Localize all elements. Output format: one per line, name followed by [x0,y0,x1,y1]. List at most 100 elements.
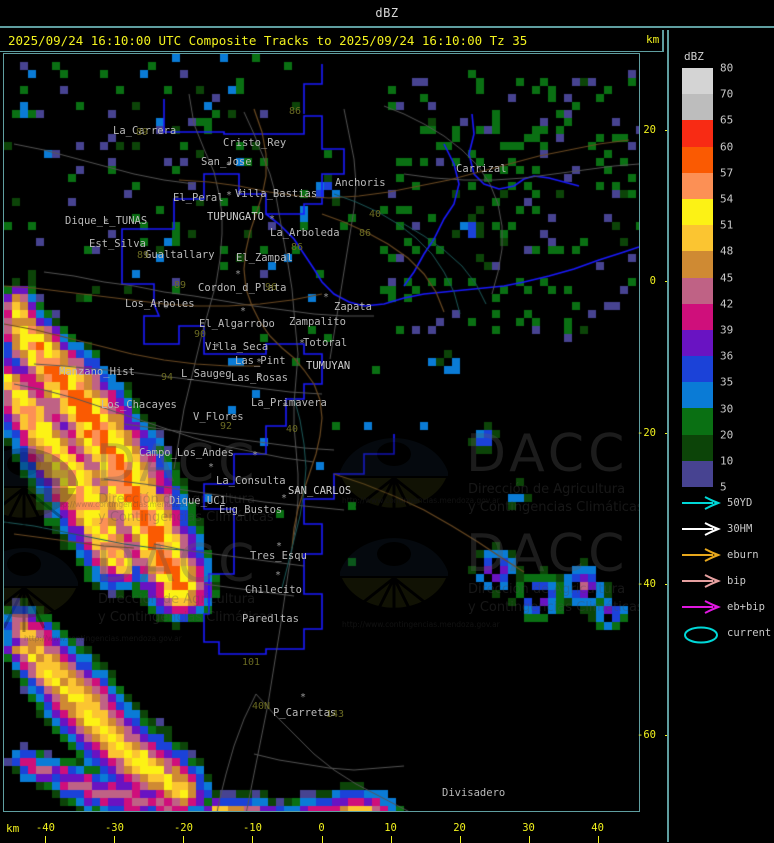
map-place-label: Las_Rosas [231,372,288,384]
x-axis-tick--20: -20 [173,822,193,834]
colorbar-band-48 [682,251,713,278]
track-legend-label: eburn [727,549,759,561]
map-place-label: Zapata [334,301,372,313]
map-place-label: El_Zampal [236,252,293,264]
track-arrow-icon [682,548,721,562]
map-place-label: Tres_Esqu [250,550,307,562]
map-station-marker-icon: * [256,357,263,368]
track-arrow-icon [682,522,721,536]
colorbar-label-35: 35 [720,375,734,389]
map-station-marker-icon: * [240,306,247,317]
x-axis-tickmark [390,836,392,843]
colorbar-label-5: 5 [720,480,727,494]
track-legend-item-eb-bip[interactable]: eb+bip [675,596,774,622]
map-station-marker-icon: * [208,462,215,473]
colorbar-band-36 [682,356,713,383]
road-number-label: 89 [174,280,187,291]
map-station-marker-icon: * [299,338,306,349]
map-station-marker-icon: * [281,493,288,504]
colorbar-label-60: 60 [720,140,734,154]
colorbar-band-80 [682,68,713,95]
colorbar-title: dBZ [684,50,704,63]
map-place-label: Cristo_Rey [223,137,287,149]
map-place-label: San_Jose [201,156,252,168]
road-number-label: 92 [220,421,233,432]
colorbar-label-48: 48 [720,244,734,258]
x-axis-tick-0: 0 [318,822,325,834]
map-place-label: Los_Chacayes [101,399,177,411]
x-axis-tickmark [597,836,599,843]
map-place-label: La_Primavera [251,397,327,409]
colorbar-label-65: 65 [720,113,734,127]
map-place-label: El_Peral [173,192,224,204]
colorbar-label-20: 20 [720,428,734,442]
map-station-marker-icon: * [103,217,110,228]
colorbar-label-51: 51 [720,218,734,232]
colorbar-label-42: 42 [720,297,734,311]
track-legend-item-50yd[interactable]: 50YD [675,492,774,518]
track-legend-label: bip [727,575,746,587]
window-title-bar: dBZ [0,0,774,28]
track-legend: 50YD 30HM eburn bip eb+bip current [675,492,774,648]
x-axis-tick--30: -30 [104,822,124,834]
map-place-label: Dique_L_TUNAS [65,215,148,227]
map-place-label: Villa_Seca [205,341,269,353]
track-arrow-icon [682,496,721,510]
colorbar-label-54: 54 [720,192,734,206]
colorbar-band-42 [682,303,713,330]
map-place-label: TUMUYAN [306,360,351,372]
map-station-marker-icon: * [163,303,170,314]
map-station-marker-icon: * [237,189,244,200]
map-station-marker-icon: * [275,570,282,581]
colorbar-band-54 [682,198,713,226]
map-place-label: Carrizal [456,163,507,175]
road-number-label: 89 [137,250,150,261]
map-place-label: Chilecito [245,584,302,596]
track-legend-label: current [727,627,772,639]
x-axis-tick--10: -10 [242,822,262,834]
track-arrow-icon [682,574,721,588]
colorbar-band-70 [682,94,713,121]
radar-timestamp-label: 2025/09/24 16:10:00 UTC Composite Tracks… [8,33,528,48]
road-number-label: 40 [286,424,299,435]
colorbar-label-36: 36 [720,349,734,363]
track-legend-item-current[interactable]: current [675,622,774,648]
map-place-label: Dique_UC1 [169,495,226,507]
x-axis: -40 -30 -20 -10 0 10 20 30 40 [0,814,664,843]
map-place-label: Zampalito [289,316,346,328]
road-number-label: 40N [252,701,271,712]
road-number-label: 40 [369,209,382,220]
road-number-label: 143 [326,709,345,720]
track-legend-item-bip[interactable]: bip [675,570,774,596]
track-legend-label: 50YD [727,497,753,509]
y-axis-tick--20: -20 [637,426,656,439]
x-axis-tickmark [459,836,461,843]
reflectivity-colorbar[interactable] [682,68,713,487]
y-axis-unit-label: km [646,33,660,46]
colorbar-band-45 [682,277,713,304]
map-place-label: P_Carretas [273,707,337,719]
map-station-marker-icon: * [300,692,307,703]
map-place-label: SAN_CARLOS [288,485,352,497]
map-place-label: Est_Silva [89,238,146,250]
map-place-label: Las_Pint [235,355,286,367]
track-legend-item-30hm[interactable]: 30HM [675,518,774,544]
track-legend-label: 30HM [727,523,753,535]
colorbar-band-30 [682,408,713,435]
map-place-label: La_Consulta [216,475,286,487]
track-arrow-icon [682,600,721,614]
map-place-label: Cordon_d_Plata [198,282,287,294]
track-legend-item-eburn[interactable]: eburn [675,544,774,570]
colorbar-band-60 [682,146,713,173]
colorbar-band-51 [682,225,713,252]
map-place-label: La_Carrera [113,125,177,137]
map-place-label: TUPUNGATO [207,211,264,223]
map-station-marker-icon: * [235,269,242,280]
colorbar-label-30: 30 [720,402,734,416]
x-axis-tick-10: 10 [384,822,397,834]
radar-plot-area[interactable]: DACC Dirección de Agricultura y Continge… [3,53,640,812]
map-place-label: Divisadero [442,787,506,799]
road-number-label: 86 [289,106,302,117]
x-axis-tickmark [45,836,47,843]
road-number-label: 90 [194,329,207,340]
